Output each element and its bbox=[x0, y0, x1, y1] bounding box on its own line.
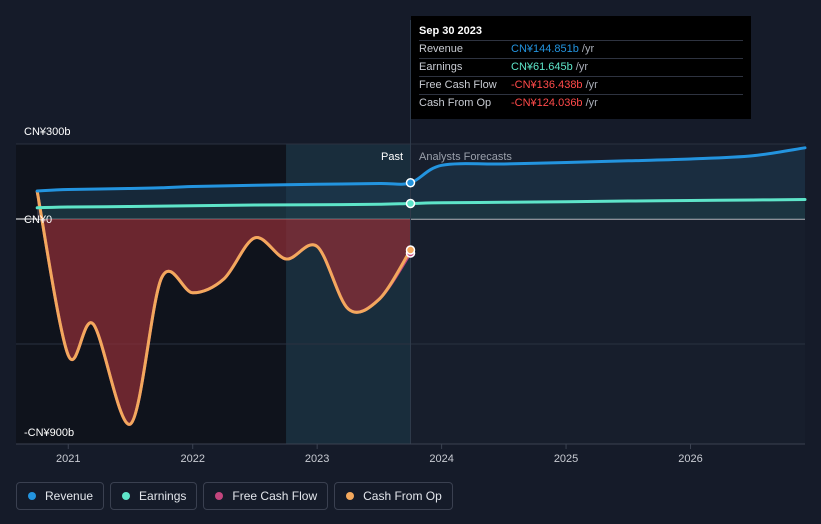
revenue-marker bbox=[405, 178, 416, 188]
legend-cash-from-op-button[interactable]: Cash From Op bbox=[334, 482, 453, 510]
earnings-area bbox=[37, 199, 805, 219]
x-tick-label: 2022 bbox=[180, 453, 204, 465]
earnings-marker bbox=[405, 198, 416, 209]
tooltip-unit: /yr bbox=[581, 43, 595, 55]
y-tick-label: -CN¥900b bbox=[24, 427, 74, 439]
tooltip-unit: /yr bbox=[585, 79, 598, 91]
tooltip-label: Revenue bbox=[419, 43, 464, 55]
legend-label: Cash From Op bbox=[363, 489, 442, 503]
legend-revenue-button[interactable]: Revenue bbox=[16, 482, 105, 510]
legend-label: Free Cash Flow bbox=[232, 489, 318, 503]
tooltip-unit: /yr bbox=[585, 97, 598, 109]
tooltip-row-revenue: Revenue CN¥144.851b /yr bbox=[419, 40, 743, 58]
circle-icon bbox=[215, 492, 224, 500]
cash-from-op-area bbox=[37, 191, 411, 425]
past-label: Past bbox=[381, 151, 403, 163]
legend-label: Revenue bbox=[45, 489, 94, 503]
tooltip-label: Free Cash Flow bbox=[419, 79, 497, 91]
tooltip-label: Cash From Op bbox=[419, 97, 492, 109]
tooltip-unit: /yr bbox=[575, 61, 589, 73]
tooltip-value: CN¥144.851b bbox=[511, 43, 579, 55]
circle-icon bbox=[122, 492, 131, 500]
circle-icon bbox=[346, 492, 355, 500]
tooltip-label: Earnings bbox=[419, 61, 463, 73]
cash-from-op-marker bbox=[405, 245, 416, 255]
tooltip-row-cash-from-op: Cash From Op -CN¥124.036b /yr bbox=[419, 94, 743, 112]
tooltip-date: Sep 30 2023 bbox=[419, 25, 482, 37]
cash-from-op-line bbox=[35, 190, 412, 426]
revenue-line bbox=[35, 146, 807, 193]
x-tick-label: 2023 bbox=[305, 453, 329, 465]
tooltip-value: CN¥61.645b bbox=[511, 61, 573, 73]
legend-label: Earnings bbox=[139, 489, 187, 503]
x-tick-label: 2025 bbox=[554, 453, 578, 465]
data-tooltip: Sep 30 2023 Revenue CN¥144.851b /yr Earn… bbox=[411, 16, 751, 119]
y-tick-label: CN¥300b bbox=[24, 126, 70, 138]
y-tick-label: CN¥0 bbox=[24, 214, 52, 226]
circle-icon bbox=[28, 492, 36, 500]
chart-legend: Revenue Earnings Free Cash Flow Cash Fro… bbox=[16, 482, 453, 512]
tooltip-value: -CN¥136.438b bbox=[511, 79, 583, 91]
forecast-label: Analysts Forecasts bbox=[419, 151, 512, 163]
x-tick-label: 2024 bbox=[429, 453, 453, 465]
legend-free-cash-flow-button[interactable]: Free Cash Flow bbox=[203, 482, 329, 510]
tooltip-row-free-cash-flow: Free Cash Flow -CN¥136.438b /yr bbox=[419, 76, 743, 94]
legend-earnings-button[interactable]: Earnings bbox=[110, 482, 198, 510]
x-tick-label: 2026 bbox=[678, 453, 702, 465]
x-tick-label: 2021 bbox=[56, 453, 80, 465]
tooltip-value: -CN¥124.036b bbox=[511, 97, 583, 109]
tooltip-row-earnings: Earnings CN¥61.645b /yr bbox=[419, 58, 743, 76]
